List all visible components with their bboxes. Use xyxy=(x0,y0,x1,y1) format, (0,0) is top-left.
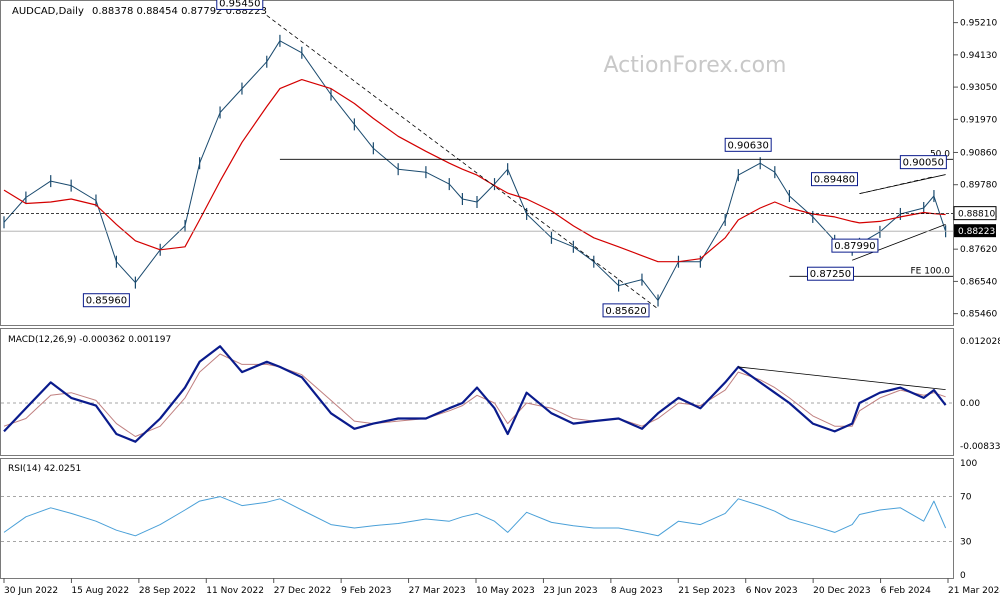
price-y-tick-label: 0.85460 xyxy=(960,310,997,320)
macd-signal-line xyxy=(3,353,946,437)
price-label: 0.85960 xyxy=(86,296,127,307)
symbol-label: AUDCAD,Daily xyxy=(12,6,84,17)
price-label-box xyxy=(216,0,264,10)
x-tick-label: 21 Sep 2023 xyxy=(678,586,735,596)
price-label-box xyxy=(899,155,947,170)
price-y-tick-label: 0.89780 xyxy=(960,181,997,191)
ma-value-label: 0.88810 xyxy=(958,210,995,220)
price-panel-frame xyxy=(0,0,954,326)
ohlc-label: 0.88378 0.88454 0.87792 0.88223 xyxy=(92,6,267,17)
x-tick-label: 27 Mar 2023 xyxy=(409,586,466,596)
watermark: ActionForex.com xyxy=(604,53,787,78)
price-label-box xyxy=(82,293,130,308)
rsi-title: RSI(14) 42.0251 xyxy=(8,464,81,474)
macd-title: MACD(12,26,9) -0.000362 0.001197 xyxy=(8,335,171,345)
price-y-tick-label: 0.95210 xyxy=(960,19,997,29)
macd-trendline xyxy=(738,366,946,391)
current-price-label: 0.88223 xyxy=(958,227,995,237)
rsi-panel-frame xyxy=(0,458,954,579)
macd-panel-frame xyxy=(0,328,954,456)
price-y-tick-label: 0.94130 xyxy=(960,51,997,61)
x-tick-label: 20 Dec 2023 xyxy=(813,586,871,596)
x-tick-label: 6 Nov 2023 xyxy=(746,586,798,596)
x-tick-label: 21 Mar 2024 xyxy=(948,586,1000,596)
x-tick-label: 28 Sep 2022 xyxy=(139,586,196,596)
price-label: 0.90630 xyxy=(727,140,768,151)
price-y-tick-label: 0.87620 xyxy=(960,245,997,255)
price-label: 0.85620 xyxy=(605,306,646,317)
price-label: 0.90050 xyxy=(903,158,944,169)
price-label: 0.89480 xyxy=(814,175,855,186)
rsi-y-tick-label: 100 xyxy=(960,459,977,469)
price-series-line xyxy=(3,40,947,301)
price-label-box xyxy=(602,303,650,318)
price-label-box xyxy=(831,238,879,253)
macd-line xyxy=(3,345,947,443)
channel-upper-line xyxy=(859,174,946,195)
price-y-tick-label: 0.91970 xyxy=(960,115,997,125)
price-y-tick-label: 0.90860 xyxy=(960,148,997,158)
rsi-y-tick-label: 70 xyxy=(960,493,972,503)
rsi-line xyxy=(3,496,947,537)
price-label-box xyxy=(724,137,772,152)
price-label: 0.87990 xyxy=(834,241,875,252)
macd-y-tick-label: 0.00 xyxy=(960,399,980,409)
fib-level-label: 50.0 xyxy=(930,149,950,159)
price-y-tick-label: 0.93050 xyxy=(960,83,997,93)
fall-trendline xyxy=(266,15,659,310)
fib-level-label: FE 100.0 xyxy=(911,266,951,276)
x-tick-label: 27 Dec 2022 xyxy=(274,586,332,596)
price-y-tick-label: 0.86540 xyxy=(960,277,997,287)
x-tick-label: 23 Jun 2023 xyxy=(543,586,597,596)
x-tick-label: 9 Feb 2023 xyxy=(341,586,391,596)
x-tick-label: 6 Feb 2024 xyxy=(881,586,932,596)
x-tick-label: 10 May 2023 xyxy=(476,586,535,596)
rsi-y-tick-label: 30 xyxy=(960,537,972,547)
x-tick-label: 8 Aug 2023 xyxy=(611,586,663,596)
price-label: 0.87250 xyxy=(810,269,851,280)
current-price-box xyxy=(954,224,996,238)
price-label-box xyxy=(810,172,858,187)
x-tick-label: 15 Aug 2022 xyxy=(71,586,129,596)
x-tick-label: 30 Jun 2022 xyxy=(4,586,58,596)
ma-series-line xyxy=(3,79,946,263)
rsi-y-tick-label: 0 xyxy=(960,571,966,581)
ma-value-box xyxy=(953,206,997,221)
macd-y-tick-label: 0.012028 xyxy=(960,337,1000,347)
channel-lower-line xyxy=(852,224,946,261)
price-label: 0.95450 xyxy=(219,0,260,9)
price-label-box xyxy=(806,266,854,281)
x-tick-label: 11 Nov 2022 xyxy=(206,586,264,596)
